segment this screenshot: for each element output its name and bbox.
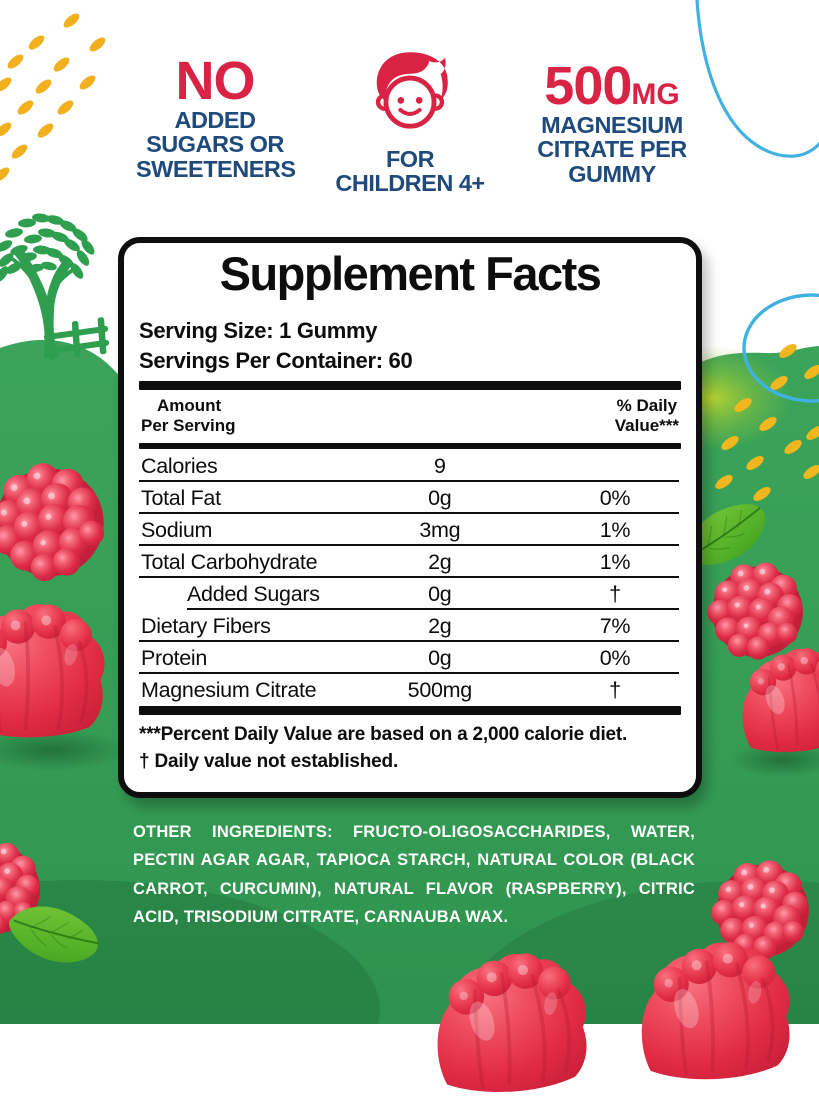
nutrient-daily-value: 1% <box>599 518 631 543</box>
table-row: Dietary Fibers 2g 7% <box>139 610 681 643</box>
no-sugar-line: SUGARS OR <box>146 131 284 158</box>
nutrient-name: Magnesium Citrate <box>141 678 317 703</box>
nutrient-amount: 3mg <box>419 518 461 543</box>
footnote-dagger: † Daily value not established. <box>139 751 399 773</box>
fence-illustration <box>43 317 110 360</box>
amount-column-header: Amount Per Serving <box>141 396 236 436</box>
nutrient-amount: 2g <box>428 614 452 639</box>
nutrient-daily-value: 7% <box>599 614 631 639</box>
child-face-icon <box>375 52 448 129</box>
no-sugar-line: SWEETENERS <box>136 155 296 182</box>
table-row: Calories 9 <box>139 450 681 483</box>
table-row: Protein 0g 0% <box>139 642 681 675</box>
table-row-indented: Added Sugars 0g † <box>139 578 681 611</box>
gummy-image <box>0 580 120 764</box>
nutrient-daily-value: 0% <box>599 486 631 511</box>
nutrient-amount: 9 <box>433 454 446 479</box>
dosage-unit: MG <box>631 78 680 111</box>
nutrient-name: Total Fat <box>141 486 221 511</box>
supplement-facts-panel: Supplement Facts Serving Size: 1 Gummy S… <box>118 237 702 798</box>
table-row: Total Carbohydrate 2g 1% <box>139 546 681 579</box>
serving-size: Serving Size: 1 Gummy <box>139 317 378 343</box>
divider-bar <box>139 706 681 716</box>
nutrient-amount: 0g <box>428 582 452 607</box>
nutrient-name: Total Carbohydrate <box>141 550 318 575</box>
nutrient-daily-value: † <box>609 678 621 703</box>
no-sugar-line: ADDED <box>174 106 256 133</box>
nutrient-daily-value: 0% <box>599 646 631 671</box>
dosage-value-row: 500MG <box>526 59 698 113</box>
nutrient-name: Added Sugars <box>187 582 320 607</box>
footnotes: ***Percent Daily Value are based on a 2,… <box>139 722 681 776</box>
divider-bar <box>139 443 681 450</box>
dosage-value: 500 <box>544 56 632 116</box>
children-line: CHILDREN 4+ <box>335 170 485 197</box>
nutrient-name: Calories <box>141 454 218 479</box>
dosage-line: MAGNESIUM <box>541 111 683 138</box>
nutrient-daily-value: 1% <box>599 550 631 575</box>
footnote-daily-value: ***Percent Daily Value are based on a 2,… <box>139 724 628 746</box>
other-ingredients: OTHER INGREDIENTS: FRUCTO-OLIGOSACCHARID… <box>133 818 695 932</box>
badge-no-added-sugars: NO ADDED SUGARS OR SWEETENERS <box>136 51 296 182</box>
table-row: Magnesium Citrate 500mg † <box>139 674 681 706</box>
panel-title: Supplement Facts <box>219 247 602 300</box>
nutrient-amount: 500mg <box>407 678 473 703</box>
nutrition-table: Calories 9 Total Fat 0g 0% Sodium 3mg 1%… <box>139 450 681 706</box>
badge-for-children: FOR CHILDREN 4+ <box>330 47 490 196</box>
table-row: Sodium 3mg 1% <box>139 514 681 547</box>
gummy-image <box>726 620 819 783</box>
yellow-dots-pattern <box>0 0 150 200</box>
daily-value-column-header: % Daily Value*** <box>614 396 679 436</box>
nutrient-name: Dietary Fibers <box>141 614 271 639</box>
nutrient-daily-value: † <box>609 582 621 607</box>
blue-curve-line <box>695 0 819 158</box>
gummy-image <box>626 928 810 1097</box>
table-row: Total Fat 0g 0% <box>139 482 681 515</box>
servings-per-container: Servings Per Container: 60 <box>139 348 413 373</box>
nutrient-amount: 0g <box>428 646 452 671</box>
divider-bar <box>139 381 681 391</box>
dosage-line: GUMMY <box>568 160 656 187</box>
nutrient-name: Protein <box>141 646 208 671</box>
other-ingredients-text: FRUCTO-OLIGOSACCHARIDES, WATER, PECTIN A… <box>133 823 695 927</box>
badge-dosage: 500MG MAGNESIUM CITRATE PER GUMMY <box>526 59 698 187</box>
yellow-dots-pattern <box>715 344 819 501</box>
dosage-line: CITRATE PER <box>537 136 687 163</box>
nutrient-amount: 0g <box>428 486 452 511</box>
blue-ring-line <box>742 293 819 403</box>
serving-info: Serving Size: 1 Gummy Servings Per Conta… <box>139 316 681 376</box>
table-column-headers: Amount Per Serving % Daily Value*** <box>139 390 681 443</box>
nutrient-name: Sodium <box>141 518 213 543</box>
no-headline: NO <box>175 51 256 111</box>
tree-illustration <box>0 213 95 358</box>
children-line: FOR <box>385 146 435 172</box>
nutrient-amount: 2g <box>428 550 452 575</box>
other-ingredients-label: OTHER INGREDIENTS: <box>133 823 333 841</box>
